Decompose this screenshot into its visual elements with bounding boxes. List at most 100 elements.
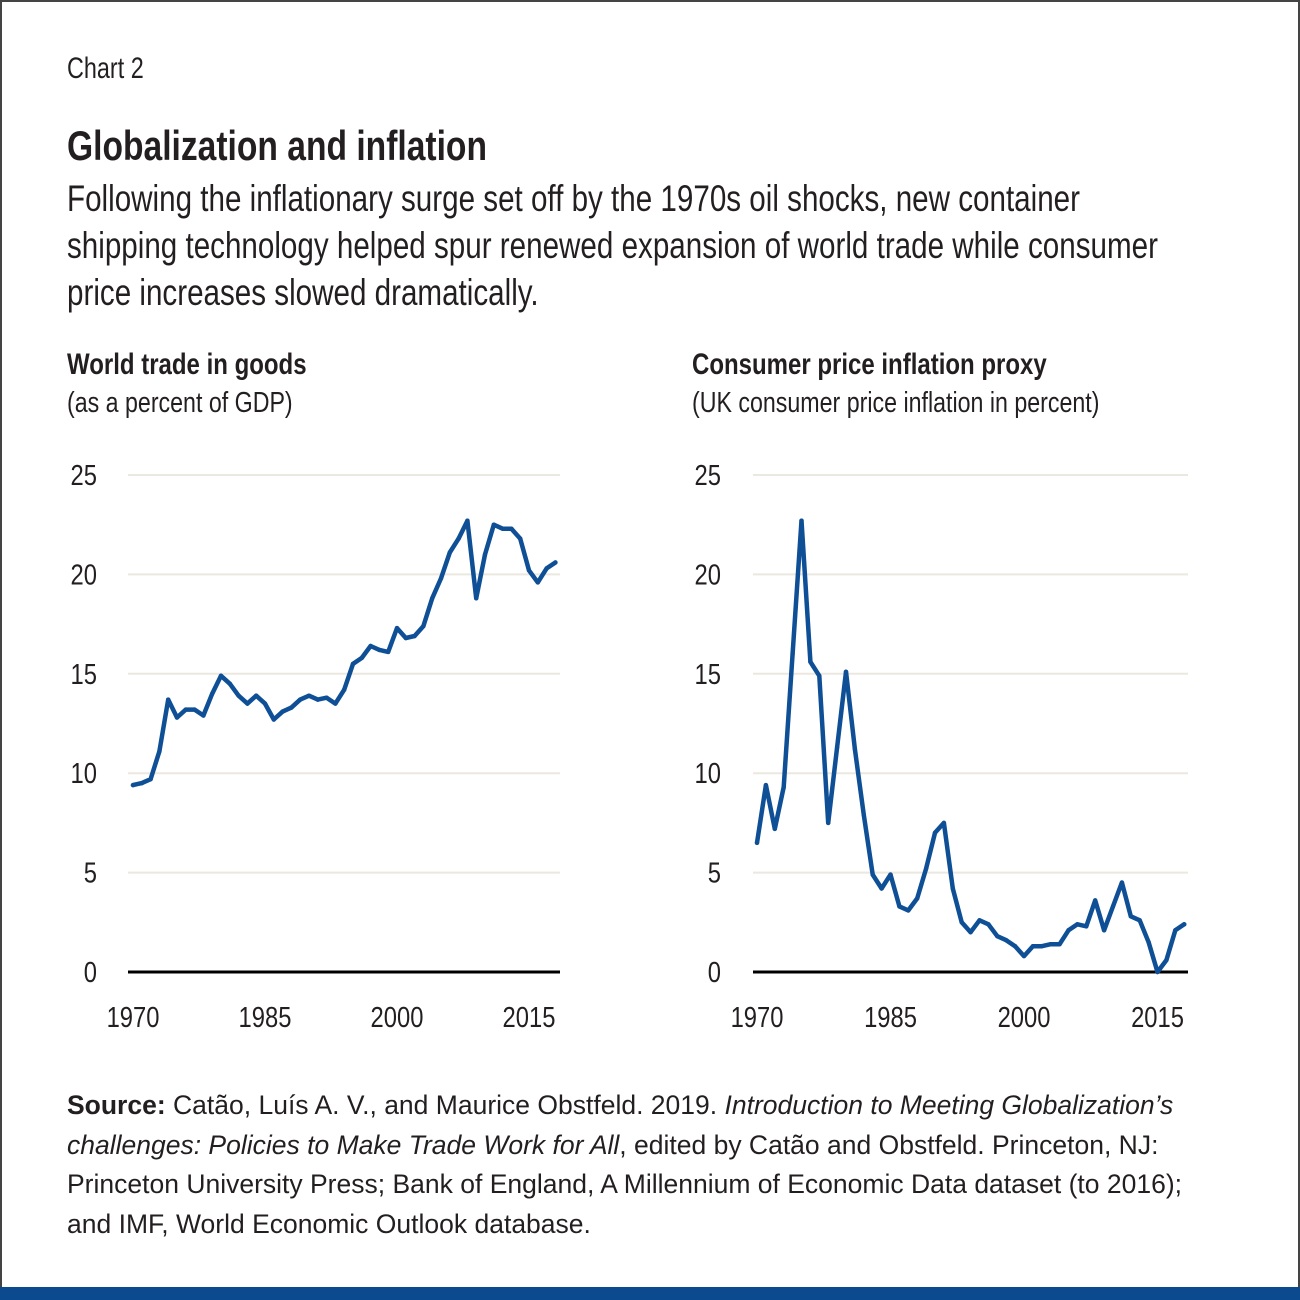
right-data-point bbox=[763, 782, 769, 788]
left-y-tick-label: 25 bbox=[71, 459, 97, 492]
right-series-line bbox=[754, 518, 1187, 975]
right-data-point bbox=[1110, 904, 1116, 909]
right-data-point bbox=[915, 896, 920, 901]
right-chart-title: Consumer price inflation proxy bbox=[692, 348, 1047, 381]
right-data-point bbox=[852, 747, 858, 752]
left-data-point bbox=[201, 713, 206, 718]
right-data-point bbox=[968, 930, 973, 935]
left-data-point bbox=[386, 649, 391, 655]
right-data-point bbox=[754, 840, 760, 845]
left-y-tick-label: 5 bbox=[84, 856, 97, 889]
right-x-tick-label: 1970 bbox=[731, 1001, 784, 1034]
left-x-tick-label: 2015 bbox=[503, 1001, 556, 1034]
right-data-point bbox=[861, 812, 866, 818]
right-data-point bbox=[1093, 898, 1098, 903]
right-data-point bbox=[941, 820, 947, 826]
right-data-point bbox=[932, 830, 938, 836]
right-data-point bbox=[1048, 941, 1053, 947]
left-data-point bbox=[394, 625, 400, 631]
left-data-point bbox=[518, 536, 523, 541]
left-data-point bbox=[350, 661, 356, 667]
left-data-point bbox=[227, 681, 232, 686]
right-data-point bbox=[870, 872, 875, 877]
right-data-point bbox=[879, 886, 884, 891]
left-data-point bbox=[526, 568, 532, 573]
right-x-tick-label: 2015 bbox=[1131, 1001, 1184, 1034]
left-data-point bbox=[342, 687, 347, 692]
left-data-point bbox=[183, 707, 188, 712]
source-text-2: , edited by Catão and Obstfeld. Princeto… bbox=[67, 1129, 1183, 1239]
left-data-point bbox=[368, 643, 373, 649]
right-data-point bbox=[826, 820, 831, 826]
left-data-point bbox=[315, 697, 320, 702]
right-data-point bbox=[888, 872, 893, 877]
left-data-point bbox=[333, 701, 338, 706]
left-data-point bbox=[403, 635, 408, 641]
left-data-point bbox=[139, 780, 144, 786]
right-x-tick-label: 1985 bbox=[864, 1001, 917, 1034]
right-data-point bbox=[1075, 922, 1080, 927]
left-data-point bbox=[474, 596, 479, 601]
right-data-point bbox=[1004, 937, 1009, 943]
right-data-point bbox=[923, 866, 929, 871]
bottom-accent-bar bbox=[0, 1287, 1300, 1300]
right-data-point bbox=[1182, 922, 1187, 927]
right-data-point bbox=[817, 673, 822, 678]
right-y-tick-label: 15 bbox=[695, 658, 721, 691]
right-data-point bbox=[906, 908, 911, 913]
left-data-point bbox=[262, 701, 268, 706]
right-data-point bbox=[1066, 928, 1071, 933]
chart-subtitle: Following the inflationary surge set off… bbox=[67, 178, 1158, 313]
left-chart-title: World trade in goods bbox=[67, 348, 307, 381]
left-data-point bbox=[245, 701, 250, 706]
right-data-point bbox=[843, 669, 849, 675]
left-data-point bbox=[412, 633, 417, 639]
source-text-1: Catão, Luís A. V., and Maurice Obstfeld.… bbox=[165, 1090, 725, 1120]
right-data-point bbox=[1119, 880, 1125, 885]
right-x-tick-label: 2000 bbox=[998, 1001, 1051, 1034]
left-data-point bbox=[430, 596, 435, 601]
left-x-tick-label: 1985 bbox=[239, 1001, 292, 1034]
chart-label: Chart 2 bbox=[67, 52, 144, 85]
right-y-tick-label: 10 bbox=[695, 757, 721, 790]
right-data-point bbox=[1039, 943, 1045, 949]
right-data-point bbox=[781, 784, 786, 790]
left-data-point bbox=[456, 536, 461, 541]
left-data-point bbox=[447, 550, 452, 555]
right-y-tick-label: 5 bbox=[708, 856, 721, 889]
left-data-point bbox=[324, 695, 329, 700]
right-y-tick-label: 25 bbox=[695, 459, 721, 492]
right-data-point bbox=[1164, 957, 1169, 963]
right-data-point bbox=[772, 826, 777, 832]
right-data-point bbox=[1146, 939, 1151, 945]
right-data-point bbox=[1101, 928, 1107, 933]
left-chart-subtitle: (as a percent of GDP) bbox=[67, 387, 293, 419]
left-data-point bbox=[359, 655, 364, 661]
right-data-point bbox=[1137, 918, 1142, 923]
left-data-point bbox=[535, 580, 540, 585]
left-data-point bbox=[236, 693, 241, 698]
right-data-point bbox=[1021, 953, 1027, 959]
left-data-point bbox=[130, 782, 136, 788]
left-data-point bbox=[553, 560, 558, 565]
left-data-point bbox=[289, 705, 294, 710]
left-data-point bbox=[306, 693, 312, 698]
right-data-point bbox=[995, 934, 1000, 939]
right-data-point bbox=[1012, 943, 1018, 949]
left-data-point bbox=[465, 518, 470, 523]
source-note: Source: Catão, Luís A. V., and Maurice O… bbox=[67, 1086, 1217, 1244]
right-data-point bbox=[790, 651, 795, 657]
left-data-point bbox=[421, 623, 426, 629]
left-data-point bbox=[500, 526, 505, 531]
chart-title: Globalization and inflation bbox=[67, 122, 487, 169]
right-data-point bbox=[1128, 914, 1134, 919]
left-data-point bbox=[298, 697, 303, 702]
source-italic-title: Introduction to Meeting Globalization’s … bbox=[67, 1090, 1174, 1160]
left-data-point bbox=[174, 715, 180, 720]
right-data-point bbox=[986, 922, 991, 927]
right-data-point bbox=[808, 659, 813, 665]
right-data-point bbox=[977, 918, 982, 923]
left-data-point bbox=[210, 691, 215, 696]
source-label: Source: bbox=[67, 1090, 166, 1120]
